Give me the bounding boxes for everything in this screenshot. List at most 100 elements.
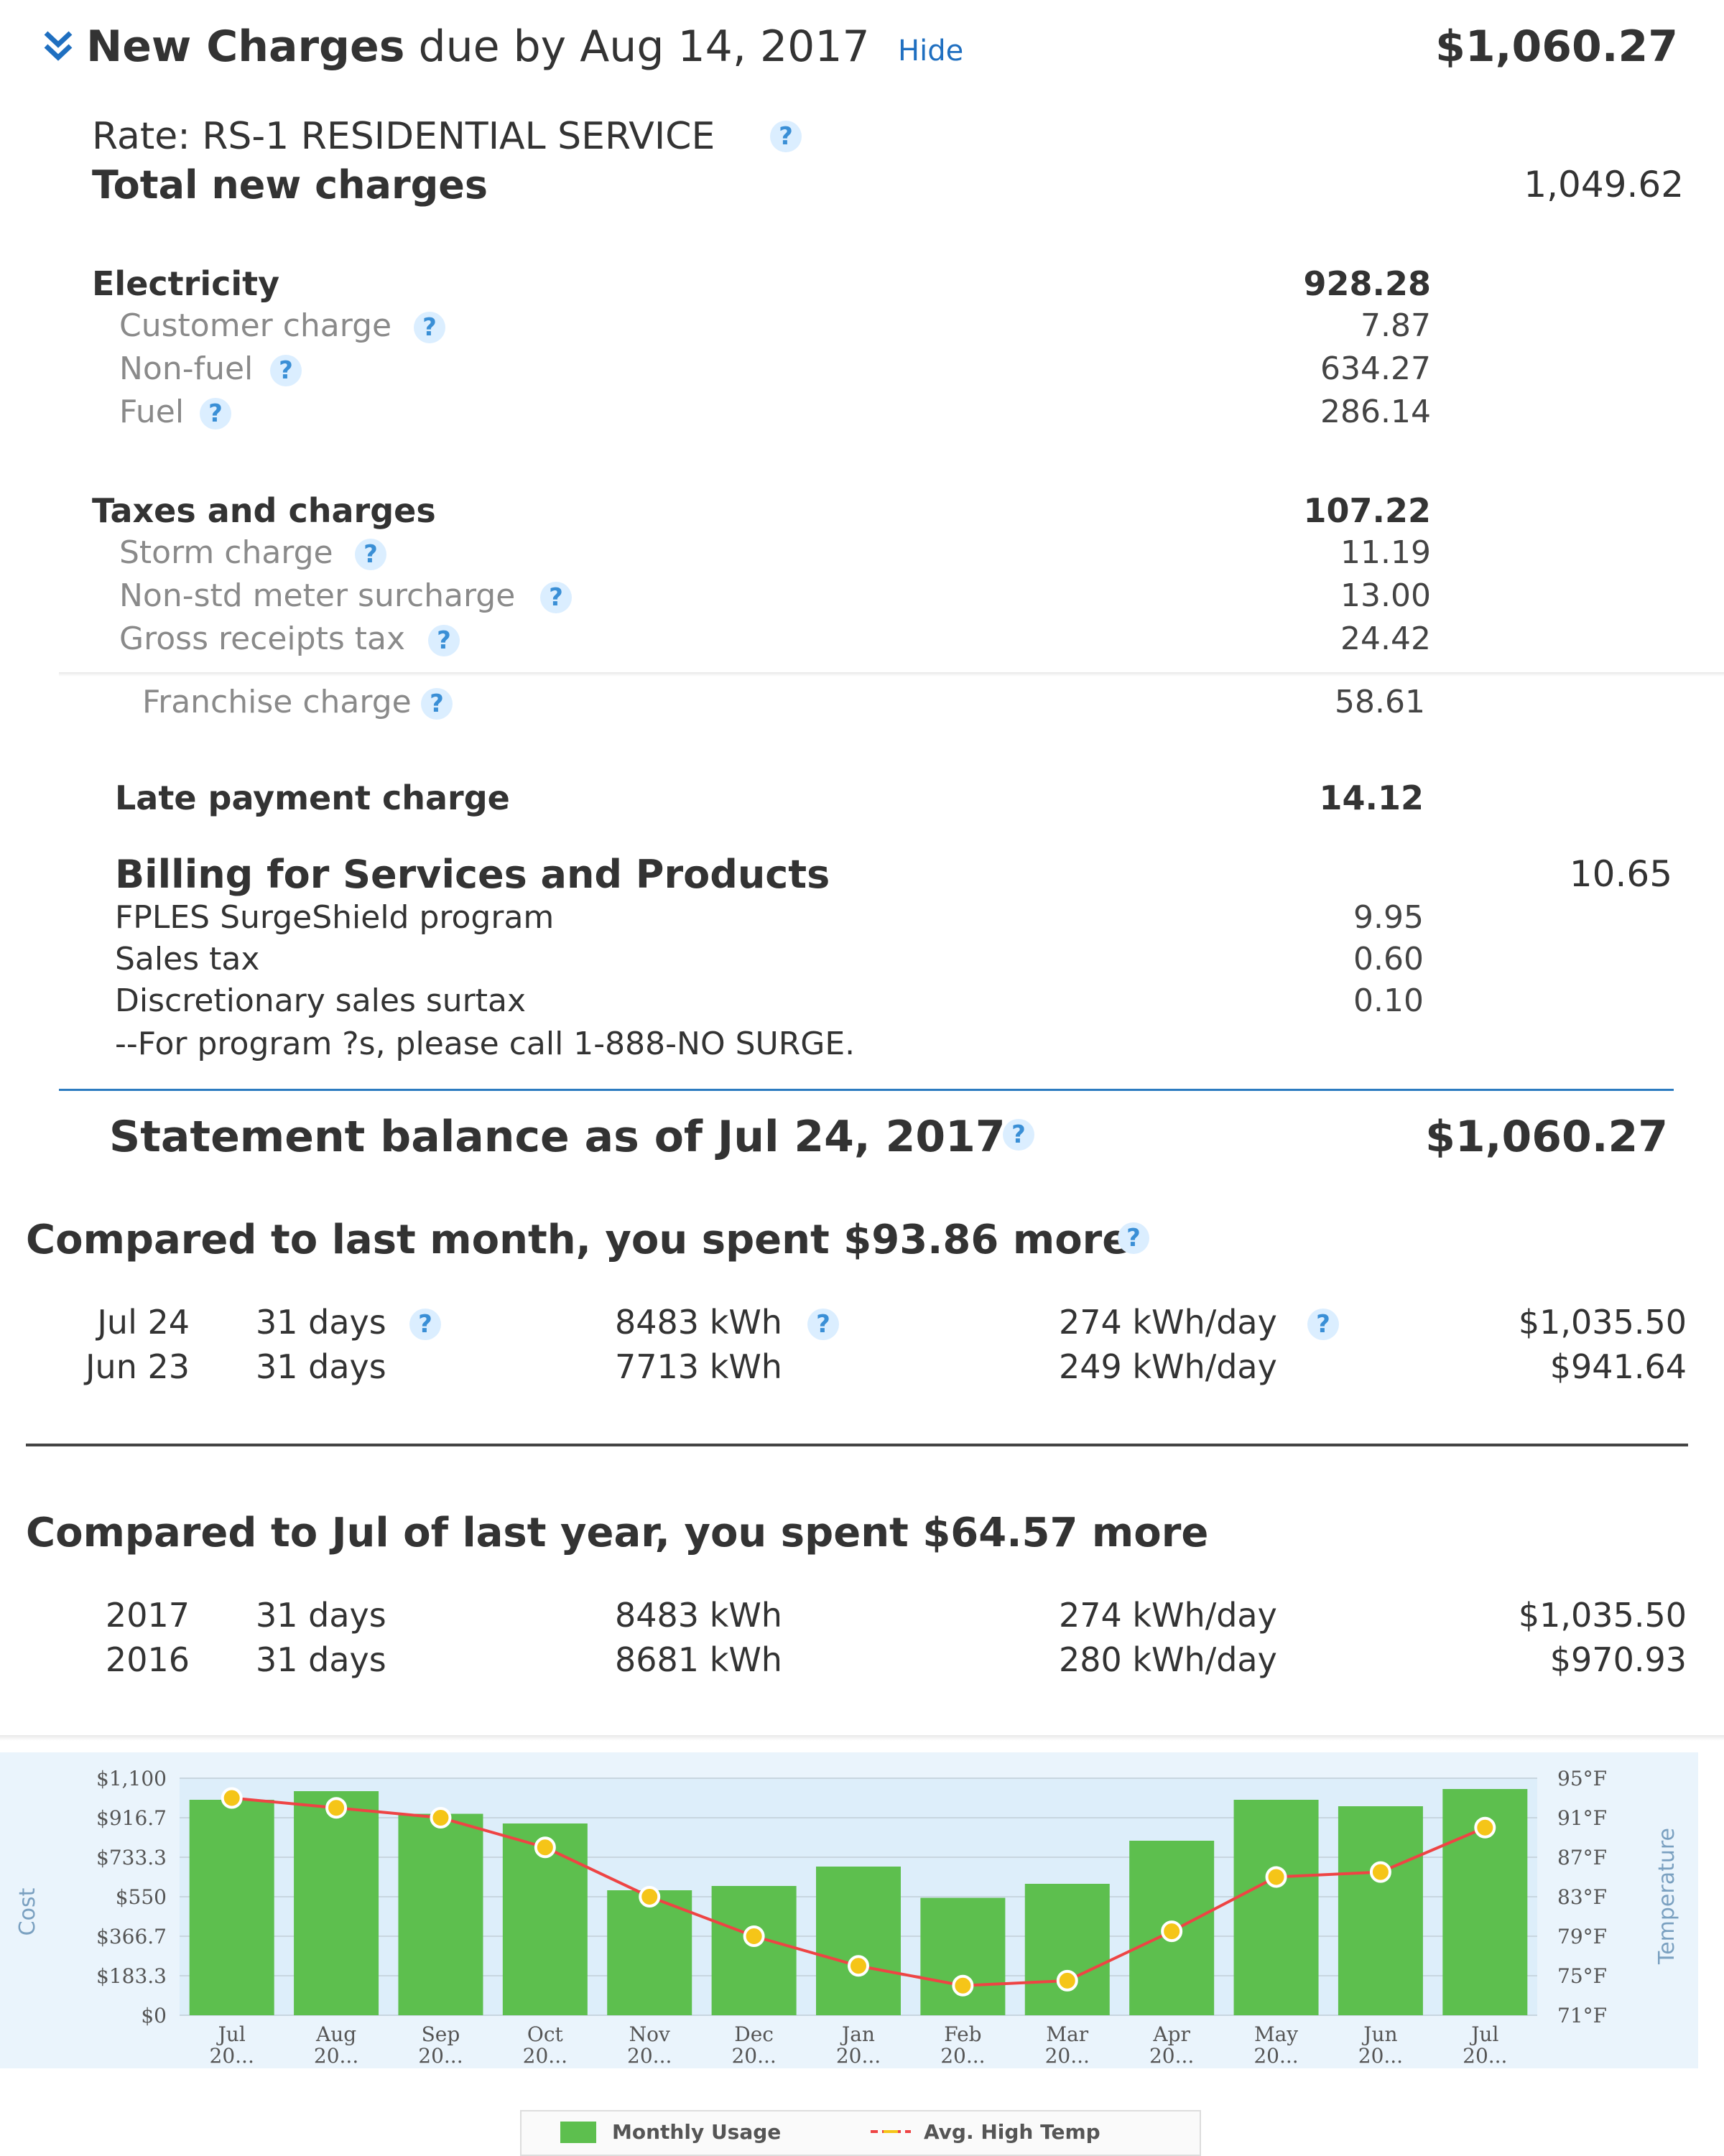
temp-point bbox=[1474, 1816, 1496, 1839]
x-tick-label-year: 20... bbox=[627, 2044, 672, 2068]
grey-divider bbox=[26, 1444, 1688, 1446]
storm-charge-value: 11.19 bbox=[1340, 534, 1431, 571]
temp-point bbox=[221, 1787, 243, 1809]
x-tick-label: Oct bbox=[527, 2022, 564, 2046]
title-rest: due by Aug 14, 2017 bbox=[418, 22, 870, 72]
question-mark-icon[interactable]: ? bbox=[428, 625, 460, 656]
electricity-value: 928.28 bbox=[1303, 264, 1431, 303]
x-tick-label-year: 20... bbox=[1358, 2044, 1403, 2068]
gross-receipts-label: Gross receipts tax bbox=[119, 621, 405, 657]
cm-row2-date: Jun 23 bbox=[85, 1347, 190, 1386]
fuel-value: 286.14 bbox=[1320, 394, 1431, 430]
chart-top-shadow bbox=[0, 1735, 1724, 1741]
usage-chart: $1,100 $916.7 $733.3 $550 $366.7 $183.3 $0 95°F… bbox=[15, 1767, 1679, 2068]
usage-bar bbox=[1338, 1806, 1423, 2015]
blue-divider bbox=[59, 1089, 1674, 1091]
usage-bar bbox=[398, 1813, 483, 2015]
non-fuel-value: 634.27 bbox=[1320, 350, 1431, 387]
x-tick-label-year: 20... bbox=[1045, 2044, 1090, 2068]
y2-tick-label: 95°F bbox=[1557, 1767, 1607, 1790]
x-tick-label: Jun bbox=[1361, 2022, 1397, 2046]
legend-temp-label: Avg. High Temp bbox=[924, 2120, 1100, 2144]
customer-charge-value: 7.87 bbox=[1361, 307, 1431, 344]
y-tick-label: $183.3 bbox=[96, 1964, 167, 1988]
x-tick-label: Nov bbox=[629, 2022, 670, 2046]
chart-legend: Monthly Usage Avg. High Temp bbox=[520, 2110, 1201, 2156]
y2-axis-label: Temperature bbox=[1654, 1828, 1679, 1965]
x-tick-label-year: 20... bbox=[210, 2044, 254, 2068]
statement-value: $1,060.27 bbox=[1425, 1112, 1668, 1162]
cm-row2-per-day: 249 kWh/day bbox=[1059, 1347, 1277, 1386]
cm-row1-date: Jul 24 bbox=[97, 1303, 190, 1342]
question-mark-icon[interactable]: ? bbox=[270, 355, 302, 386]
total-new-charges-label: Total new charges bbox=[92, 162, 488, 208]
x-tick-label-year: 20... bbox=[523, 2044, 567, 2068]
late-payment-label: Late payment charge bbox=[115, 779, 510, 817]
temp-point bbox=[743, 1925, 765, 1947]
temp-point bbox=[1056, 1969, 1078, 1992]
y-axis-label: Cost bbox=[15, 1887, 40, 1936]
cm-row2-days: 31 days bbox=[256, 1347, 386, 1386]
cy-row2-cost: $970.93 bbox=[1549, 1640, 1687, 1679]
question-mark-icon[interactable]: ? bbox=[414, 312, 445, 343]
non-std-meter-label: Non-std meter surcharge bbox=[119, 577, 516, 614]
usage-chart-area: $1,100 $916.7 $733.3 $550 $366.7 $183.3 $0 95°F… bbox=[0, 1752, 1698, 2068]
x-tick-label: Apr bbox=[1152, 2022, 1190, 2046]
sales-tax-value: 0.60 bbox=[1353, 941, 1424, 977]
legend-temp-swatch bbox=[871, 2130, 911, 2133]
total-new-charges-value: 1,049.62 bbox=[1524, 164, 1684, 205]
x-tick-label-year: 20... bbox=[1463, 2044, 1507, 2068]
y-tick-label: $1,100 bbox=[96, 1767, 167, 1790]
cy-row2-days: 31 days bbox=[256, 1640, 386, 1679]
cy-row2-kwh: 8681 kWh bbox=[615, 1640, 782, 1679]
question-mark-icon[interactable]: ? bbox=[807, 1309, 839, 1340]
question-mark-icon[interactable]: ? bbox=[1307, 1309, 1339, 1340]
question-mark-icon[interactable]: ? bbox=[355, 539, 386, 570]
x-tick-label: May bbox=[1254, 2022, 1298, 2046]
cy-row2-date: 2016 bbox=[105, 1640, 190, 1679]
temp-point bbox=[1265, 1866, 1287, 1888]
question-mark-icon[interactable]: ? bbox=[200, 398, 231, 429]
x-tick-label-year: 20... bbox=[940, 2044, 985, 2068]
usage-bar bbox=[711, 1886, 797, 2015]
services-label: Billing for Services and Products bbox=[115, 852, 830, 897]
x-tick-label-year: 20... bbox=[314, 2044, 358, 2068]
question-mark-icon[interactable]: ? bbox=[1118, 1222, 1149, 1254]
question-mark-icon[interactable]: ? bbox=[409, 1309, 441, 1340]
temp-point bbox=[952, 1974, 974, 1997]
y-tick-label: $916.7 bbox=[96, 1806, 167, 1830]
x-tick-label: Jul bbox=[216, 2022, 246, 2046]
surtax-value: 0.10 bbox=[1353, 982, 1424, 1019]
legend-usage-label: Monthly Usage bbox=[612, 2120, 782, 2144]
x-tick-label: Sep bbox=[422, 2022, 460, 2046]
x-tick-label: Aug bbox=[315, 2022, 356, 2046]
y2-tick-label: 83°F bbox=[1557, 1885, 1607, 1909]
x-tick-label: Dec bbox=[734, 2022, 774, 2046]
usage-bar bbox=[294, 1791, 379, 2015]
gross-receipts-value: 24.42 bbox=[1340, 621, 1431, 657]
temp-point bbox=[534, 1836, 556, 1859]
hide-link[interactable]: Hide bbox=[898, 34, 964, 68]
temp-point bbox=[1161, 1920, 1183, 1943]
x-tick-label: Feb bbox=[944, 2022, 981, 2046]
double-chevron-down-icon[interactable] bbox=[42, 27, 75, 66]
x-tick-label: Jan bbox=[840, 2022, 875, 2046]
y2-tick-label: 91°F bbox=[1557, 1806, 1607, 1830]
question-mark-icon[interactable]: ? bbox=[1003, 1119, 1034, 1151]
question-mark-icon[interactable]: ? bbox=[770, 121, 802, 152]
y-tick-label: $550 bbox=[116, 1885, 167, 1909]
services-total: 10.65 bbox=[1569, 853, 1672, 895]
compare-year-title: Compared to Jul of last year, you spent … bbox=[26, 1510, 1209, 1556]
taxes-value: 107.22 bbox=[1303, 491, 1431, 530]
usage-bar bbox=[1024, 1884, 1110, 2015]
header-amount: $1,060.27 bbox=[1435, 22, 1678, 72]
question-mark-icon[interactable]: ? bbox=[540, 582, 572, 613]
usage-bar bbox=[607, 1890, 692, 2015]
question-mark-icon[interactable]: ? bbox=[421, 688, 453, 720]
y2-tick-label: 79°F bbox=[1557, 1925, 1607, 1948]
customer-charge-label: Customer charge bbox=[119, 307, 392, 344]
cy-row1-cost: $1,035.50 bbox=[1518, 1596, 1687, 1635]
non-std-meter-value: 13.00 bbox=[1340, 577, 1431, 614]
franchise-charge-value: 58.61 bbox=[1335, 684, 1425, 720]
temp-point bbox=[325, 1797, 348, 1819]
